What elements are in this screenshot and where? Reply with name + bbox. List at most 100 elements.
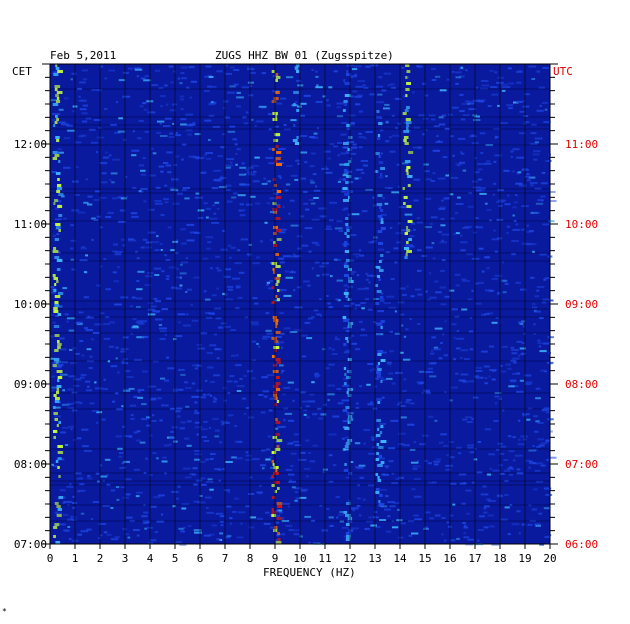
spectrogram-speckle bbox=[410, 295, 415, 298]
spectrogram-speckle bbox=[105, 216, 112, 218]
spectrogram-speckle bbox=[290, 174, 298, 177]
spectrogram-speckle bbox=[349, 259, 355, 262]
spectrogram-speckle bbox=[497, 189, 504, 192]
spectrogram-speckle bbox=[81, 112, 88, 115]
spectrogram-speckle bbox=[93, 219, 98, 221]
spectrogram-speckle bbox=[526, 224, 529, 227]
spectrogram-speckle bbox=[338, 178, 344, 181]
spectrogram-speckle bbox=[530, 184, 534, 187]
spectrogram-speckle bbox=[110, 538, 119, 541]
spectrogram-speckle bbox=[399, 351, 404, 354]
spectrogram-speckle bbox=[382, 473, 389, 476]
spectrogram-speckle bbox=[164, 117, 172, 120]
spectrogram-speckle bbox=[185, 124, 194, 127]
spectrogram-speckle bbox=[215, 512, 224, 515]
spectrogram-speckle bbox=[160, 377, 166, 380]
spectrogram-speckle bbox=[463, 358, 470, 361]
spectral-feature-mark bbox=[378, 503, 385, 506]
spectrogram-speckle bbox=[484, 505, 490, 508]
spectrogram-speckle bbox=[251, 118, 254, 121]
spectrogram-speckle bbox=[532, 153, 540, 156]
spectral-feature-mark bbox=[57, 376, 63, 379]
spectrogram-speckle bbox=[520, 228, 525, 231]
spectrogram-speckle bbox=[327, 302, 331, 305]
spectrogram-speckle bbox=[336, 516, 339, 519]
spectrogram-speckle bbox=[282, 393, 286, 396]
spectrogram-speckle bbox=[461, 308, 468, 311]
spectrogram-speckle bbox=[266, 374, 275, 377]
spectrogram-speckle bbox=[355, 348, 361, 351]
spectral-feature-mark bbox=[343, 100, 348, 103]
spectrogram-speckle bbox=[148, 541, 154, 544]
spectrogram-speckle bbox=[397, 301, 405, 304]
spectrogram-speckle bbox=[235, 163, 238, 166]
spectrogram-speckle bbox=[324, 171, 333, 174]
spectrogram-speckle bbox=[266, 283, 269, 286]
spectrogram-speckle bbox=[300, 151, 308, 154]
spectrogram-speckle bbox=[542, 101, 549, 104]
spectrogram-speckle bbox=[456, 537, 460, 540]
spectrogram-speckle bbox=[396, 241, 401, 244]
spectrogram-speckle bbox=[474, 186, 481, 189]
spectrogram-speckle bbox=[519, 288, 527, 291]
spectrogram-speckle bbox=[395, 126, 398, 129]
spectrogram-speckle bbox=[142, 157, 146, 160]
spectrogram-speckle bbox=[486, 256, 490, 259]
spectrogram-speckle bbox=[512, 373, 515, 375]
spectrogram-speckle bbox=[76, 477, 83, 480]
spectrogram-speckle bbox=[194, 531, 202, 534]
spectrogram-speckle bbox=[234, 262, 242, 265]
spectrogram-speckle bbox=[235, 457, 243, 460]
spectral-feature-mark bbox=[406, 172, 409, 175]
spectrogram-speckle bbox=[412, 467, 418, 470]
spectral-feature-mark bbox=[275, 388, 281, 391]
spectrogram-speckle bbox=[169, 109, 176, 112]
spectrogram-speckle bbox=[489, 525, 495, 528]
spectrogram-speckle bbox=[459, 482, 467, 485]
spectrogram-speckle bbox=[535, 202, 544, 205]
spectrogram-speckle bbox=[427, 462, 432, 465]
spectrogram-speckle bbox=[144, 75, 150, 78]
spectrogram-speckle bbox=[533, 415, 538, 418]
spectrogram-speckle bbox=[417, 293, 423, 296]
spectrogram-speckle bbox=[460, 118, 466, 121]
spectrogram-speckle bbox=[197, 155, 201, 158]
spectrogram-speckle bbox=[462, 169, 467, 172]
spectrogram-speckle bbox=[268, 148, 274, 151]
spectrogram-speckle bbox=[81, 354, 85, 357]
spectrogram-speckle bbox=[186, 313, 189, 316]
x-tick-label: 13 bbox=[368, 552, 381, 565]
spectral-feature-mark bbox=[275, 433, 280, 436]
spectrogram-speckle bbox=[446, 454, 450, 457]
spectrogram-speckle bbox=[281, 369, 285, 372]
spectrogram-speckle bbox=[118, 452, 124, 454]
spectrogram-speckle bbox=[275, 335, 282, 338]
spectrogram-speckle bbox=[81, 69, 88, 72]
spectrogram-speckle bbox=[135, 495, 140, 498]
spectrogram-speckle bbox=[183, 526, 186, 529]
spectrogram-speckle bbox=[338, 229, 344, 232]
spectrogram-speckle bbox=[375, 85, 384, 88]
spectrogram-speckle bbox=[353, 65, 362, 68]
spectral-feature-mark bbox=[380, 380, 383, 383]
spectrogram-speckle bbox=[258, 492, 262, 495]
spectrogram-speckle bbox=[367, 274, 374, 277]
spectrogram-speckle bbox=[491, 321, 498, 324]
spectrogram-speckle bbox=[139, 441, 146, 444]
spectrogram-speckle bbox=[416, 381, 423, 384]
spectrogram-speckle bbox=[105, 473, 109, 476]
spectrogram-speckle bbox=[342, 174, 348, 177]
spectrogram-speckle bbox=[435, 291, 442, 294]
spectral-feature-mark bbox=[377, 137, 381, 140]
spectrogram-speckle bbox=[517, 171, 522, 174]
spectrogram-speckle bbox=[290, 331, 298, 333]
spectrogram-speckle bbox=[465, 100, 470, 103]
spectrogram-speckle bbox=[114, 253, 122, 256]
spectrogram-speckle bbox=[509, 503, 513, 506]
spectrogram-speckle bbox=[531, 123, 537, 126]
spectrogram-speckle bbox=[518, 419, 521, 422]
spectrogram-speckle bbox=[194, 196, 203, 199]
spectrogram-speckle bbox=[440, 433, 447, 436]
spectrogram-speckle bbox=[548, 220, 555, 223]
spectrogram-speckle bbox=[232, 277, 240, 280]
